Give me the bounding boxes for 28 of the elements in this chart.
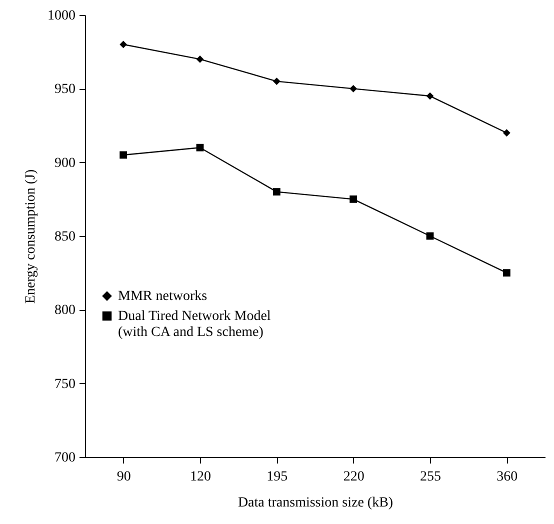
x-tick-label: 220 xyxy=(343,470,364,484)
point xyxy=(502,269,510,277)
x-tick-label: 90 xyxy=(116,470,131,484)
x-tick-label: 120 xyxy=(190,470,211,484)
point xyxy=(350,195,358,203)
point xyxy=(196,55,204,63)
y-tick-label: 800 xyxy=(54,303,76,318)
point xyxy=(272,78,280,86)
point xyxy=(502,129,510,137)
point xyxy=(120,151,128,159)
point xyxy=(426,92,434,100)
point xyxy=(120,40,128,48)
y-tick-label: 900 xyxy=(54,156,76,171)
x-tick-label: 255 xyxy=(420,470,441,484)
x-tick-label: 195 xyxy=(266,470,288,484)
y-axis-title: Energy consumption (J) xyxy=(24,169,38,304)
x-axis-title: Data transmission size (kB) xyxy=(238,496,394,510)
point xyxy=(196,144,204,152)
y-tick-label: 1000 xyxy=(48,8,76,24)
y-tick-label: 700 xyxy=(54,450,76,466)
y-tick-label: 950 xyxy=(54,82,76,98)
point xyxy=(272,188,280,196)
legend-label: MMR networks xyxy=(118,289,208,304)
y-tick-label: 850 xyxy=(54,230,76,244)
point xyxy=(350,84,358,92)
y-tick-label: 750 xyxy=(54,376,76,392)
legend-label: Dual Tired Network Model (with CA and LS scheme) xyxy=(118,309,271,340)
x-tick-label: 360 xyxy=(496,470,518,484)
